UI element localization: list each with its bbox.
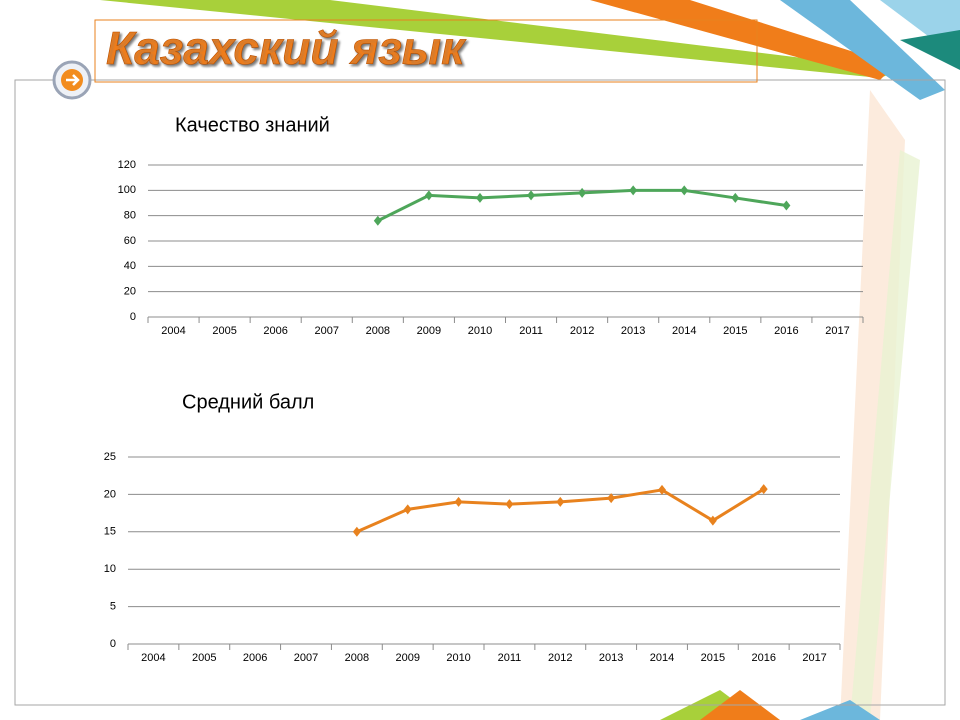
y-tick-label: 120 bbox=[118, 159, 136, 171]
x-tick-label: 2010 bbox=[468, 325, 492, 337]
x-tick-label: 2013 bbox=[599, 652, 623, 664]
y-tick-label: 0 bbox=[110, 638, 116, 650]
x-tick-label: 2006 bbox=[263, 325, 287, 337]
x-tick-label: 2006 bbox=[243, 652, 267, 664]
y-tick-label: 5 bbox=[110, 601, 116, 613]
y-tick-label: 20 bbox=[124, 286, 136, 298]
marker bbox=[556, 496, 565, 507]
y-tick-label: 15 bbox=[104, 526, 116, 538]
slide-title: Казахский язык bbox=[106, 22, 467, 74]
marker bbox=[607, 493, 616, 504]
x-tick-label: 2012 bbox=[548, 652, 572, 664]
marker bbox=[424, 190, 433, 201]
series-line bbox=[356, 487, 765, 534]
x-tick-label: 2014 bbox=[650, 652, 674, 664]
y-tick-label: 60 bbox=[124, 235, 136, 247]
marker bbox=[782, 200, 791, 211]
x-tick-label: 2012 bbox=[570, 325, 594, 337]
marker bbox=[403, 504, 412, 515]
x-tick-label: 2011 bbox=[498, 652, 522, 664]
chart-title: Средний балл bbox=[182, 391, 314, 413]
x-tick-label: 2007 bbox=[315, 325, 339, 337]
marker bbox=[352, 526, 361, 537]
x-tick-label: 2011 bbox=[519, 325, 543, 337]
x-tick-label: 2008 bbox=[366, 325, 390, 337]
x-tick-label: 2015 bbox=[723, 325, 747, 337]
marker bbox=[708, 515, 717, 526]
x-tick-label: 2009 bbox=[395, 652, 419, 664]
y-tick-label: 0 bbox=[130, 311, 136, 323]
x-tick-label: 2004 bbox=[141, 652, 165, 664]
y-tick-label: 10 bbox=[104, 563, 116, 575]
marker bbox=[731, 192, 740, 203]
marker bbox=[454, 496, 463, 507]
marker bbox=[505, 499, 514, 510]
y-tick-label: 80 bbox=[124, 210, 136, 222]
marker bbox=[658, 484, 666, 495]
decoration bbox=[14, 0, 960, 720]
x-tick-label: 2017 bbox=[825, 325, 849, 337]
x-tick-label: 2008 bbox=[345, 652, 369, 664]
x-tick-label: 2014 bbox=[672, 325, 696, 337]
marker bbox=[475, 192, 484, 203]
x-tick-label: 2016 bbox=[751, 652, 775, 664]
marker bbox=[759, 484, 768, 495]
x-tick-label: 2009 bbox=[417, 325, 441, 337]
y-tick-label: 20 bbox=[104, 488, 116, 500]
y-tick-label: 100 bbox=[118, 184, 136, 196]
x-tick-label: 2005 bbox=[212, 325, 236, 337]
x-tick-label: 2013 bbox=[621, 325, 645, 337]
x-tick-label: 2017 bbox=[802, 652, 826, 664]
marker bbox=[527, 190, 536, 201]
x-tick-label: 2004 bbox=[161, 325, 185, 337]
marker bbox=[578, 187, 587, 198]
x-tick-label: 2010 bbox=[446, 652, 470, 664]
chart-title: Качество знаний bbox=[175, 114, 330, 136]
x-tick-label: 2016 bbox=[774, 325, 798, 337]
marker bbox=[629, 185, 638, 196]
y-tick-label: 25 bbox=[104, 451, 116, 463]
x-tick-label: 2015 bbox=[701, 652, 725, 664]
marker bbox=[680, 185, 689, 196]
y-tick-label: 40 bbox=[124, 260, 136, 272]
x-tick-label: 2005 bbox=[192, 652, 216, 664]
x-tick-label: 2007 bbox=[294, 652, 318, 664]
marker bbox=[373, 215, 382, 226]
